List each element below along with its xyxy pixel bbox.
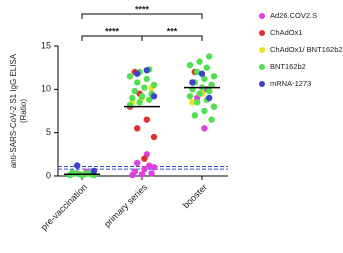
data-point <box>143 67 150 74</box>
x-tick-label: pre-vaccination <box>39 182 89 232</box>
data-point <box>129 171 136 179</box>
data-point <box>150 133 158 141</box>
data-point <box>150 164 158 171</box>
significance-label: *** <box>167 26 178 36</box>
data-point <box>198 70 206 77</box>
x-tick-label: booster <box>181 182 209 210</box>
legend-label: Ad26.COV2.S <box>270 11 317 20</box>
data-point <box>134 79 141 86</box>
data-point <box>196 58 203 65</box>
data-point <box>148 170 155 177</box>
data-point <box>201 75 208 83</box>
data-point <box>141 84 148 91</box>
data-point <box>210 73 218 80</box>
data-point <box>141 165 148 173</box>
significance-bracket <box>81 35 143 41</box>
data-point <box>134 159 141 167</box>
data-point <box>146 162 153 169</box>
data-point <box>201 107 208 115</box>
data-point <box>210 103 218 110</box>
y-tick-label: 5 <box>46 127 51 137</box>
data-point <box>150 81 158 89</box>
data-point <box>206 53 213 60</box>
data-point <box>191 112 198 119</box>
data-point <box>143 75 150 83</box>
legend-marker <box>259 47 265 53</box>
y-axis-label: anti-SARS-CoV-2 S1 IgG ELISA <box>9 53 18 168</box>
data-point <box>206 87 213 95</box>
data-point <box>194 68 201 76</box>
data-point <box>196 90 203 97</box>
legend-marker <box>259 81 265 87</box>
data-point <box>194 99 201 106</box>
significance-bracket <box>141 35 203 41</box>
data-point <box>189 99 196 106</box>
y-axis-label: (Ratio) <box>19 99 28 123</box>
data-point <box>150 93 158 100</box>
legend-label: mRNA-1273 <box>270 79 311 88</box>
data-point <box>74 162 81 169</box>
data-point <box>203 64 210 71</box>
data-point <box>134 70 141 77</box>
data-point <box>126 73 134 80</box>
data-point <box>83 170 91 177</box>
data-point <box>136 99 143 106</box>
significance-label: **** <box>135 4 150 14</box>
data-point <box>189 79 196 86</box>
significance-bracket <box>81 13 203 19</box>
data-point <box>131 87 138 95</box>
data-point <box>66 171 74 179</box>
data-point <box>143 116 150 123</box>
data-point <box>138 171 146 178</box>
x-tick-label: primary series <box>102 182 149 229</box>
legend-label: ChAdOx1 <box>270 28 303 37</box>
data-point <box>208 81 215 89</box>
data-point <box>201 125 208 132</box>
legend-marker <box>259 13 265 19</box>
legend-marker <box>259 30 265 36</box>
legend-label: ChAdOx1/ BNT162b2 <box>270 45 343 54</box>
data-point <box>138 93 146 100</box>
data-point <box>129 94 136 102</box>
data-point <box>90 167 98 174</box>
data-point <box>186 61 194 69</box>
data-point <box>208 116 215 123</box>
legend-label: BNT162b2 <box>270 62 306 71</box>
data-point <box>134 125 141 132</box>
data-point <box>186 93 194 100</box>
significance-label: **** <box>105 26 120 36</box>
y-tick-label: 15 <box>41 40 51 50</box>
y-tick-label: 0 <box>46 170 51 180</box>
legend-marker <box>259 64 265 70</box>
y-tick-label: 10 <box>41 84 51 94</box>
data-point <box>146 96 153 103</box>
data-point <box>206 94 213 102</box>
data-point <box>141 155 148 162</box>
